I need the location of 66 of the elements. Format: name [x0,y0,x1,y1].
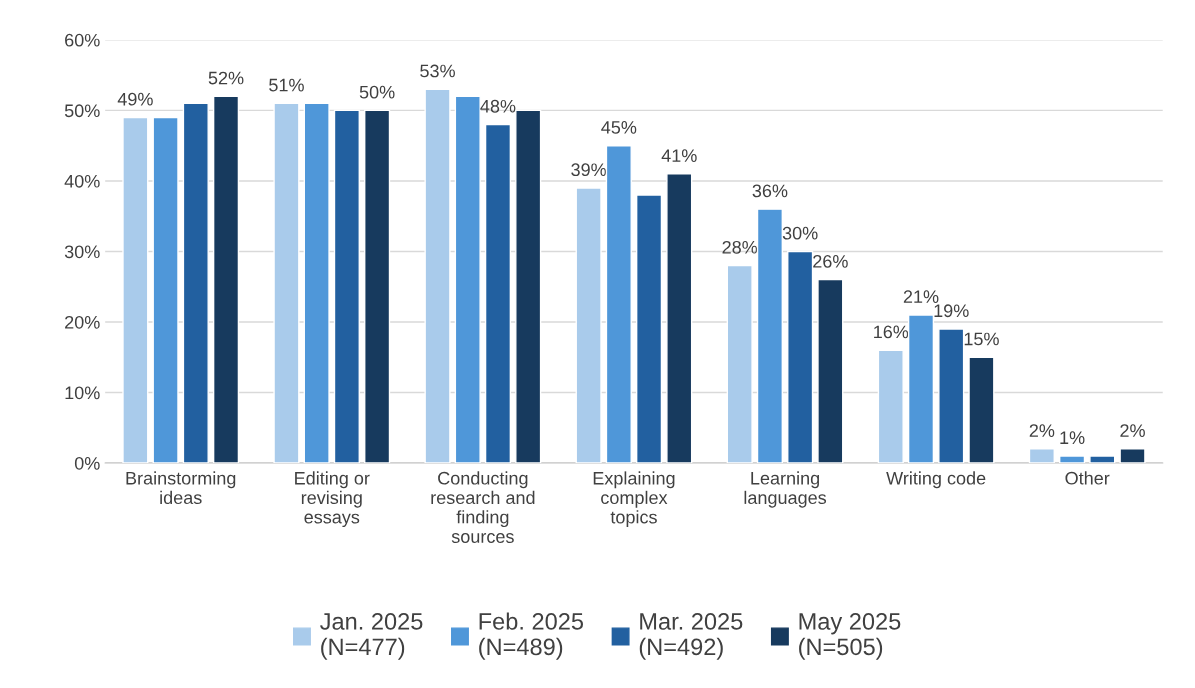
y-tick-label: 30% [64,245,100,259]
data-label: 49% [117,92,153,106]
data-label: 2% [1120,424,1145,437]
data-label: 52% [208,71,244,85]
legend-label: Jan. 2025 (N=477) [320,613,423,660]
data-label: 50% [359,85,395,99]
data-label: 51% [269,78,304,92]
bar [666,173,693,464]
bar [575,187,602,464]
x-tick-label: Brainstorming ideas [126,471,236,505]
bar [756,208,784,464]
bar [212,95,240,464]
y-tick-label: 10% [65,386,100,400]
legend-label: Mar. 2025 (N=492) [639,613,743,660]
bar [817,278,844,464]
data-label: 21% [903,290,939,303]
data-label: 26% [813,254,848,268]
bar [1119,448,1146,464]
bar [515,109,542,464]
bar [907,314,935,464]
bar [1028,448,1055,464]
data-label: 45% [601,121,637,134]
data-label: 28% [722,240,758,254]
data-label: 19% [934,304,969,318]
data-label: 1% [1060,431,1085,444]
data-label: 53% [420,64,455,78]
data-label: 15% [964,332,999,346]
data-label: 39% [571,163,607,177]
y-tick-label: 60% [65,33,100,47]
data-label: 36% [752,184,788,198]
bar [877,349,904,464]
bar [122,116,149,464]
bar [424,88,451,464]
bar [1089,455,1116,464]
y-tick-label: 0% [74,456,100,470]
bar [635,194,663,464]
bar [152,116,179,464]
bar [333,109,360,464]
x-tick-label: Editing or revising essays [295,471,370,528]
x-tick-label: Explaining complex topics [593,471,675,528]
y-tick-label: 20% [65,315,100,329]
bar [454,95,481,464]
data-label: 48% [480,99,516,113]
bar [484,123,512,464]
bar [182,102,209,464]
bar [726,264,753,464]
bar [1059,455,1086,464]
bar [303,102,330,464]
legend-label: Feb. 2025 (N=489) [479,612,584,660]
x-tick-label: Conducting research and finding sources [431,471,535,543]
data-label: 16% [874,325,909,339]
x-tick-label: Writing code [886,471,986,489]
x-tick-label: Learning languages [744,471,827,508]
bar [364,109,391,464]
data-label: 2% [1029,424,1055,437]
bar [938,328,965,464]
y-tick-label: 40% [64,174,100,188]
bar [605,144,632,464]
legend-label: May 2025 (N=505) [799,613,901,660]
bar [968,356,995,464]
data-label: 30% [782,226,818,240]
y-tick-label: 50% [64,104,100,118]
bar [787,250,814,464]
bar [273,102,300,464]
x-tick-label: Other [1065,471,1110,485]
data-label: 41% [661,149,697,162]
